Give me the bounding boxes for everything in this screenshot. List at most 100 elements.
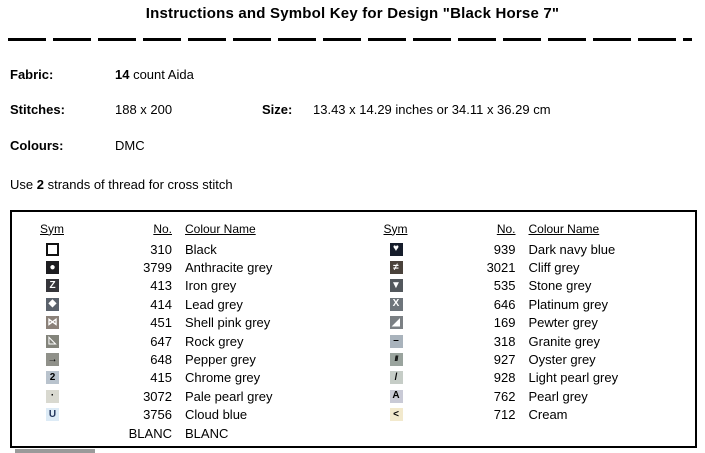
key-header-sym: Sym: [383, 221, 408, 236]
key-row: ● 3799 Anthracite grey: [40, 258, 354, 276]
symbol-cell: ≠: [384, 261, 418, 275]
blank-icon: [46, 426, 59, 440]
key-row: / 928 Light pearl grey: [384, 369, 696, 387]
key-row: ◺ 647 Rock grey: [40, 332, 354, 350]
symbol-cell: →: [40, 353, 74, 367]
symbol-cell: ·: [40, 389, 74, 403]
colour-name: Cliff grey: [528, 260, 580, 276]
symbol-cell: ///: [384, 353, 418, 367]
colour-name: Stone grey: [528, 278, 592, 294]
colour-name: Dark navy blue: [528, 241, 616, 257]
thread-number: 451: [150, 315, 172, 331]
colour-name: Shell pink grey: [185, 315, 271, 331]
key-row: /// 927 Oyster grey: [384, 350, 696, 368]
thread-number: 928: [493, 370, 516, 386]
symbol-key-table: Sym No. Colour Name 310 Black ● 3799 Anthracite…: [10, 210, 697, 448]
letter-a-icon: A: [389, 389, 403, 403]
key-header-sym: Sym: [40, 221, 64, 236]
key-row: – 318 Granite grey: [384, 332, 696, 350]
open-square-icon: [46, 242, 59, 256]
key-row: → 648 Pepper grey: [40, 350, 354, 368]
size-value: 13.43 x 14.29 inches or 34.11 x 36.29 cm: [313, 102, 551, 117]
colour-name: Pepper grey: [185, 352, 256, 368]
symbol-cell: X: [384, 297, 418, 311]
thread-number: 310: [150, 241, 172, 257]
not-equal-icon: ≠: [389, 261, 403, 275]
colour-name: Cloud blue: [185, 407, 248, 423]
lower-left-triangle-icon: ◺: [46, 334, 59, 348]
symbol-cell: /: [384, 371, 418, 385]
symbol-cell: ◢: [384, 316, 418, 330]
dash-icon: –: [389, 334, 403, 348]
size-label: Size:: [262, 102, 293, 117]
key-row: U 3756 Cloud blue: [40, 406, 354, 424]
symbol-cell: ◆: [40, 297, 74, 311]
less-than-icon: <: [389, 408, 403, 422]
key-row: ≠ 3021 Cliff grey: [384, 258, 696, 276]
key-row: A 762 Pearl grey: [384, 387, 696, 405]
right-arrow-icon: →: [46, 353, 59, 367]
digit-2-icon: 2: [46, 371, 59, 385]
key-row: X 646 Platinum grey: [384, 295, 696, 313]
colour-name: Chrome grey: [185, 370, 261, 386]
fabric-count: 14: [115, 67, 130, 82]
thread-number: 318: [493, 333, 516, 349]
colour-name: Pale pearl grey: [185, 388, 273, 404]
key-column-right: Sym No. Colour Name ♥ 939 Dark navy blue ≠ 3021…: [354, 212, 696, 446]
thread-number: 647: [150, 333, 172, 349]
thread-number: 927: [493, 352, 516, 368]
thread-number: 3799: [143, 260, 172, 276]
key-row: · 3072 Pale pearl grey: [40, 387, 354, 405]
letter-u-icon: U: [46, 408, 59, 422]
symbol-cell: ▼: [384, 279, 418, 293]
colour-name: BLANC: [185, 425, 229, 441]
symbol-cell: [40, 242, 74, 256]
fabric-label: Fabric:: [10, 67, 54, 82]
thread-number: 414: [150, 296, 172, 312]
fabric-row: Fabric: 14 count Aida: [10, 67, 700, 83]
stitches-label: Stitches:: [10, 102, 65, 117]
key-header-row: Sym No. Colour Name: [40, 217, 354, 240]
key-row: ♥ 939 Dark navy blue: [384, 240, 696, 258]
thread-number: 413: [150, 278, 172, 294]
bowtie-icon: ⋈: [46, 316, 59, 330]
key-header-row: Sym No. Colour Name: [384, 217, 696, 240]
key-row: <712 Cream: [384, 406, 696, 424]
lower-right-triangle-icon: ◢: [389, 316, 403, 330]
colour-name: Pewter grey: [528, 315, 598, 331]
symbol-cell: 2: [40, 371, 74, 385]
filled-circle-icon: ●: [46, 261, 59, 275]
colour-name: Platinum grey: [528, 296, 608, 312]
key-header-name: Colour Name: [528, 221, 600, 236]
page-title: Instructions and Symbol Key for Design "…: [145, 5, 560, 22]
key-row: Z 413 Iron grey: [40, 277, 354, 295]
key-header-name: Colour Name: [185, 221, 256, 236]
stitches-value: 188 x 200: [115, 102, 173, 117]
colour-name: Anthracite grey: [185, 260, 273, 276]
key-row: ⋈ 451 Shell pink grey: [40, 314, 354, 332]
key-row: ◢ 169 Pewter grey: [384, 314, 696, 332]
diamond-icon: ◆: [46, 297, 59, 311]
letter-x-icon: X: [389, 297, 403, 311]
key-row: ◆ 414 Lead grey: [40, 295, 354, 313]
symbol-cell: ◺: [40, 334, 74, 348]
key-header-no: No.: [153, 221, 172, 236]
colours-row: Colours: DMC: [10, 138, 700, 154]
symbol-cell: Z: [40, 279, 74, 293]
symbol-cell: [40, 426, 74, 440]
thread-number: 415: [150, 370, 172, 386]
symbol-cell: A: [384, 389, 418, 403]
key-row: ▼ 535 Stone grey: [384, 277, 696, 295]
fabric-value: 14 count Aida: [115, 67, 194, 82]
key-row: BLANC BLANC: [40, 424, 354, 442]
slash-icon: /: [389, 371, 403, 385]
colour-name: Oyster grey: [528, 352, 596, 368]
key-row: 310 Black: [40, 240, 354, 258]
colour-name: Black: [185, 241, 217, 257]
thread-number: BLANC: [128, 425, 172, 441]
colour-name: Cream: [528, 407, 568, 423]
cropped-element: [15, 449, 95, 453]
dot-icon: ·: [46, 389, 59, 403]
heart-icon: ♥: [389, 242, 403, 256]
